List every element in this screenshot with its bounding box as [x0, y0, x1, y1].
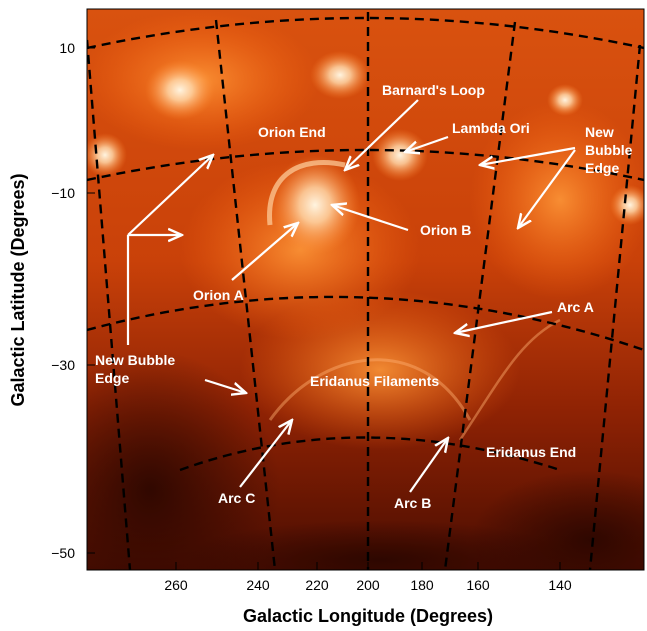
label-arc-c: Arc C	[218, 490, 255, 506]
upper-left-bright-knot	[145, 60, 215, 120]
grid-longitude-line-4	[443, 21, 517, 570]
label-orion-b: Orion B	[420, 222, 471, 238]
arrow-barnards-loop	[345, 99, 419, 170]
grid-latitude-minus-50	[179, 436, 561, 472]
arrow-new-bubble-edge-left-1	[127, 155, 213, 236]
x-tick-label: 260	[164, 577, 188, 593]
label-new-bubble-edge-left-line1: New Bubble	[95, 352, 175, 368]
x-tick-label: 200	[356, 577, 380, 593]
y-tick-label: −10	[51, 185, 75, 201]
dark-region-bottom	[180, 520, 580, 570]
right-edge-bright-knot	[610, 185, 644, 225]
arrow-arc-b	[409, 438, 448, 493]
label-eridanus-filaments: Eridanus Filaments	[310, 373, 439, 389]
arrow-new-bubble-edge-right-2	[518, 149, 576, 228]
y-axis-title: Galactic Latitude (Degrees)	[8, 173, 28, 406]
arrow-new-bubble-edge-left-3	[204, 378, 246, 393]
label-lambda-ori: Lambda Ori	[452, 120, 530, 136]
y-axis: 10 −10 −30 −50 Galactic Latitude (Degree…	[8, 40, 95, 561]
x-tick-label: 240	[246, 577, 270, 593]
x-tick-label: 180	[410, 577, 434, 593]
arrow-arc-c	[239, 420, 292, 488]
x-tick-label: 220	[305, 577, 329, 593]
barnards-loop-arc	[267, 160, 346, 226]
grid-latitude-minus-10	[87, 148, 644, 182]
label-new-bubble-edge-right-line3: Edge	[585, 160, 619, 176]
coordinate-grid	[87, 12, 644, 570]
y-tick-label: 10	[59, 40, 75, 56]
arc-a-filament	[458, 318, 561, 441]
label-arc-b: Arc B	[394, 495, 431, 511]
label-barnards-loop: Barnard's Loop	[382, 82, 485, 98]
y-tick-label: −50	[51, 545, 75, 561]
arrow-lambda-ori	[405, 135, 449, 152]
label-new-bubble-edge-right-line1: New	[585, 124, 614, 140]
annotation-labels: Barnard's Loop Orion End Lambda Ori New …	[95, 82, 633, 511]
x-axis-title: Galactic Longitude (Degrees)	[243, 606, 493, 626]
right-cloud-glow	[470, 100, 644, 300]
label-new-bubble-edge-left-line2: Edge	[95, 370, 129, 386]
arrow-orion-a	[231, 223, 298, 281]
left-edge-bright-knot	[87, 133, 127, 177]
annotation-arrows	[126, 99, 576, 493]
arrow-orion-b	[332, 205, 409, 232]
dark-region-lower-left	[87, 350, 280, 570]
label-new-bubble-edge-right-line2: Bubble	[585, 142, 633, 158]
map-border	[86, 8, 645, 571]
arrow-new-bubble-edge-right-1	[480, 146, 576, 165]
y-tick-label: −30	[51, 357, 75, 373]
arrow-arc-a	[455, 310, 553, 333]
label-arc-a: Arc A	[557, 299, 594, 315]
upper-right-bright-knot	[547, 84, 583, 116]
grid-latitude-10	[87, 16, 644, 50]
eridanus-filament-arc	[268, 358, 472, 421]
label-eridanus-end: Eridanus End	[486, 444, 576, 460]
x-tick-label: 140	[548, 577, 572, 593]
grid-latitude-minus-30	[87, 295, 644, 352]
upper-center-bright-knot	[310, 51, 370, 99]
label-orion-end: Orion End	[258, 124, 326, 140]
grid-longitude-line-1	[87, 39, 132, 570]
x-axis: 260 240 220 200 180 160 140 Galactic Lon…	[164, 562, 572, 626]
label-orion-a: Orion A	[193, 287, 244, 303]
grid-longitude-line-2	[214, 19, 277, 570]
grid-longitude-line-5	[588, 44, 642, 570]
x-tick-label: 160	[466, 577, 490, 593]
sky-map: Barnard's Loop Orion End Lambda Ori New …	[87, 9, 644, 570]
